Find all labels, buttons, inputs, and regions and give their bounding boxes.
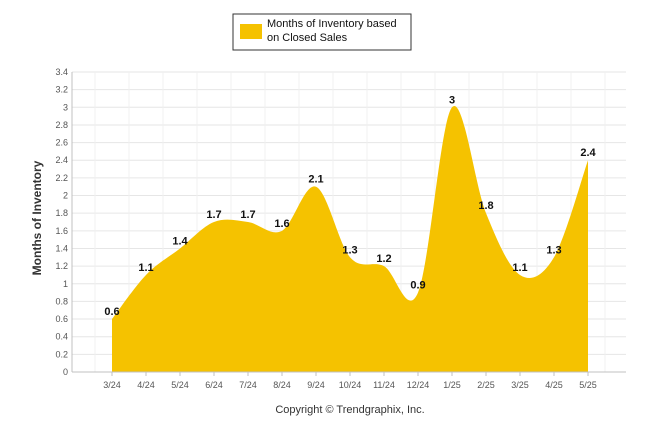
legend-box: [232, 13, 412, 51]
x-tick-label: 7/24: [239, 380, 257, 390]
data-labels: 0.6 1.1 1.4 1.7 1.7 1.6 2.1 1.3 1.2 0.9 3 1.8 1.1 1.3…: [104, 94, 596, 318]
y-tick-label: 0.2: [55, 349, 68, 359]
x-tick-label: 6/24: [205, 380, 223, 390]
legend-label-line2: on Closed Sales: [267, 32, 348, 44]
data-label: 0.9: [410, 280, 425, 292]
data-label: 0.6: [104, 306, 119, 318]
x-tick-label: 12/24: [407, 380, 430, 390]
legend: Months of Inventory based on Closed Sale…: [232, 13, 412, 51]
y-tick-label: 3.4: [55, 67, 68, 77]
x-tick-label: 2/25: [477, 380, 495, 390]
data-label: 2.1: [308, 174, 323, 186]
legend-swatch: [240, 24, 262, 39]
y-tick-label: 2.2: [55, 173, 68, 183]
y-tick-label: 1.4: [55, 243, 68, 253]
data-label: 1.3: [546, 244, 561, 256]
data-label: 1.1: [512, 262, 527, 274]
y-tick-label: 2.8: [55, 120, 68, 130]
data-label: 1.1: [138, 262, 153, 274]
y-tick-label: 2: [63, 191, 68, 201]
y-axis-ticks: 0 0.2 0.4 0.6 0.8 1 1.2 1.4 1.6 1.8 2 2.2 2.4 2.6 2.8 3…: [55, 67, 68, 377]
x-tick-label: 10/24: [339, 380, 362, 390]
legend-label-line1: Months of Inventory based: [267, 18, 397, 30]
data-label: 1.7: [206, 209, 221, 221]
x-tick-label: 3/25: [511, 380, 529, 390]
data-label: 1.2: [376, 253, 391, 265]
y-tick-label: 0: [63, 367, 68, 377]
y-tick-label: 0.4: [55, 332, 68, 342]
y-tick-label: 1.2: [55, 261, 68, 271]
data-label: 3: [449, 94, 455, 106]
data-label: 1.3: [342, 244, 357, 256]
x-tick-label: 4/25: [545, 380, 563, 390]
y-tick-label: 1.8: [55, 208, 68, 218]
data-label: 1.6: [274, 218, 289, 230]
x-tick-label: 1/25: [443, 380, 461, 390]
data-label: 1.8: [478, 200, 493, 212]
data-label: 2.4: [580, 147, 596, 159]
x-tick-label: 11/24: [373, 380, 395, 390]
x-tick-label: 5/25: [579, 380, 597, 390]
y-tick-label: 0.8: [55, 296, 68, 306]
y-tick-label: 0.6: [55, 314, 68, 324]
copyright: Copyright © Trendgraphix, Inc.: [275, 404, 424, 416]
axes: [71, 72, 626, 373]
y-tick-label: 3: [63, 102, 68, 112]
data-label: 1.7: [240, 209, 255, 221]
x-tick-label: 4/24: [137, 380, 155, 390]
x-tick-label: 3/24: [103, 380, 121, 390]
y-tick-label: 1: [63, 279, 68, 289]
x-tick-label: 5/24: [171, 380, 189, 390]
x-axis-ticks: 3/24 4/24 5/24 6/24 7/24 8/24 9/24 10/24 11/24 12…: [103, 372, 597, 390]
data-label: 1.4: [172, 235, 188, 247]
y-tick-label: 2.4: [55, 155, 68, 165]
x-tick-label: 9/24: [307, 380, 325, 390]
y-tick-label: 3.2: [55, 85, 68, 95]
area-layer: [112, 105, 588, 373]
y-tick-label: 1.6: [55, 226, 68, 236]
inventory-area: [112, 105, 588, 373]
y-tick-label: 2.6: [55, 138, 68, 148]
x-tick-label: 8/24: [273, 380, 291, 390]
y-axis-label: Months of Inventory: [30, 160, 44, 275]
